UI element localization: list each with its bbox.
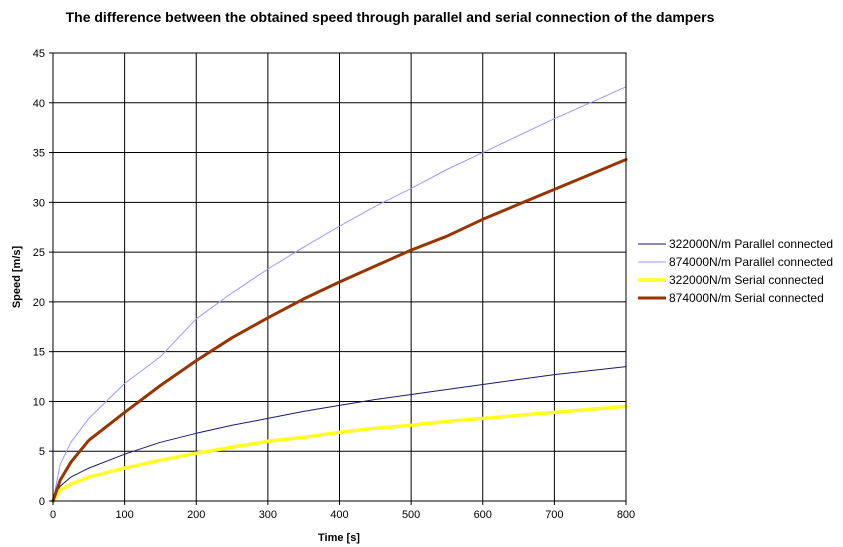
legend-label-4: 874000N/m Serial connected xyxy=(669,291,824,305)
x-tick-label: 300 xyxy=(259,509,277,521)
x-tick-label: 0 xyxy=(50,509,56,521)
x-tick-label: 800 xyxy=(617,509,635,521)
x-tick-label: 700 xyxy=(545,509,563,521)
y-tick-label: 45 xyxy=(33,48,45,60)
axes: 0 100 200 300 400 500 600 700 800 0 5 10 15 20 25 30 35 4… xyxy=(33,48,635,521)
x-tick-label: 600 xyxy=(474,509,492,521)
x-tick-label: 100 xyxy=(115,509,133,521)
y-tick-label: 35 xyxy=(33,148,45,160)
y-tick-label: 5 xyxy=(39,446,45,458)
y-tick-label: 0 xyxy=(39,496,45,508)
x-tick-label: 500 xyxy=(402,509,420,521)
y-tick-label: 30 xyxy=(33,197,45,209)
series-line-1 xyxy=(52,366,627,502)
legend: 322000N/m Parallel connected 874000N/m Pa… xyxy=(638,237,833,305)
y-tick-label: 20 xyxy=(33,297,45,309)
legend-label-1: 322000N/m Parallel connected xyxy=(669,237,833,251)
y-axis-title: Speed [m/s] xyxy=(11,245,23,308)
x-axis-title: Time [s] xyxy=(318,532,360,544)
x-tick-label: 400 xyxy=(330,509,348,521)
chart-title: The difference between the obtained spee… xyxy=(65,9,715,25)
series-line-3 xyxy=(51,404,628,503)
x-tick-label: 200 xyxy=(187,509,205,521)
legend-label-3: 322000N/m Serial connected xyxy=(669,273,824,287)
series-line-4 xyxy=(51,158,628,503)
series-line-2 xyxy=(52,86,627,502)
series-lines xyxy=(51,86,628,503)
y-tick-label: 15 xyxy=(33,347,45,359)
y-tick-label: 25 xyxy=(33,247,45,259)
legend-label-2: 874000N/m Parallel connected xyxy=(669,255,833,269)
y-tick-label: 40 xyxy=(33,98,45,110)
y-tick-label: 10 xyxy=(33,396,45,408)
